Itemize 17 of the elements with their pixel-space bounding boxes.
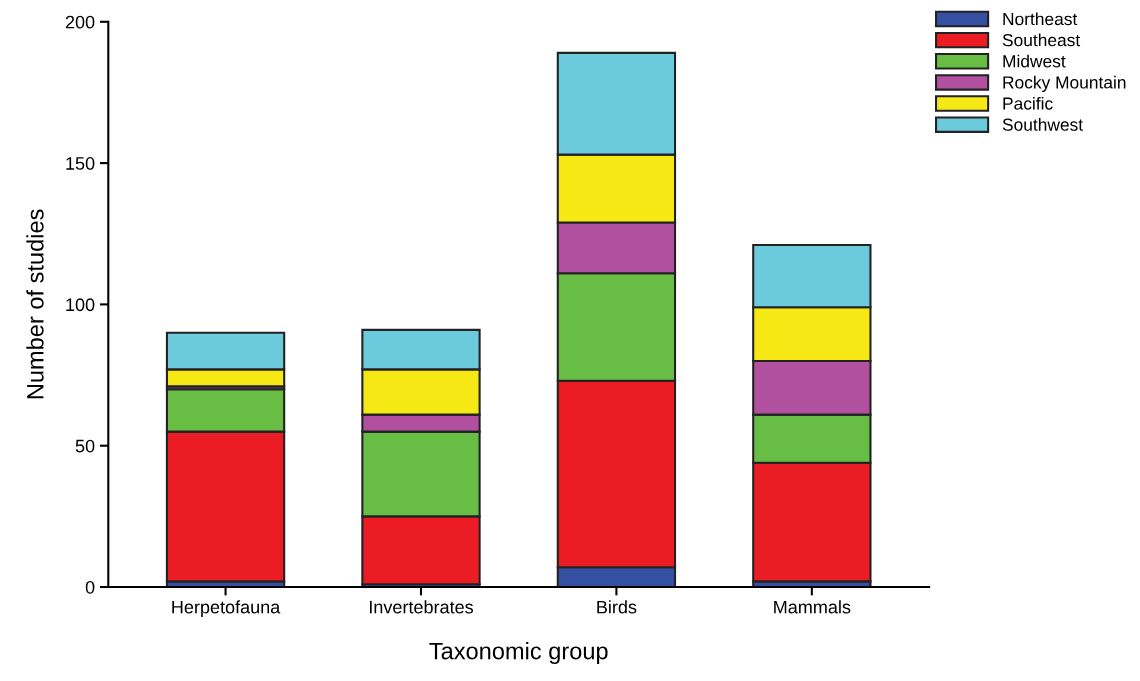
x-tick-label: Birds xyxy=(597,600,637,614)
y-axis-title: Number of studies xyxy=(26,209,44,399)
legend-label: Southeast xyxy=(1002,33,1081,47)
legend-label: Rocky Mountain xyxy=(1003,75,1126,92)
legend-label: Southwest xyxy=(1002,118,1083,131)
y-tick-label: 0 xyxy=(85,580,95,594)
y-tick-label: 200 xyxy=(65,15,95,29)
legend-label: Pacific xyxy=(1003,96,1053,110)
legend-label: Northeast xyxy=(1003,12,1078,26)
x-axis-title: Taxonomic group xyxy=(429,642,608,665)
x-tick-label: Mammals xyxy=(774,600,851,614)
legend-label: Midwest xyxy=(1003,54,1066,68)
y-tick-label: 100 xyxy=(66,298,95,312)
y-tick-label: 50 xyxy=(75,439,95,453)
y-tick-label: 150 xyxy=(66,157,95,170)
x-tick-label: Herpetofauna xyxy=(172,600,281,618)
x-tick-label: Invertebrates xyxy=(369,600,474,614)
